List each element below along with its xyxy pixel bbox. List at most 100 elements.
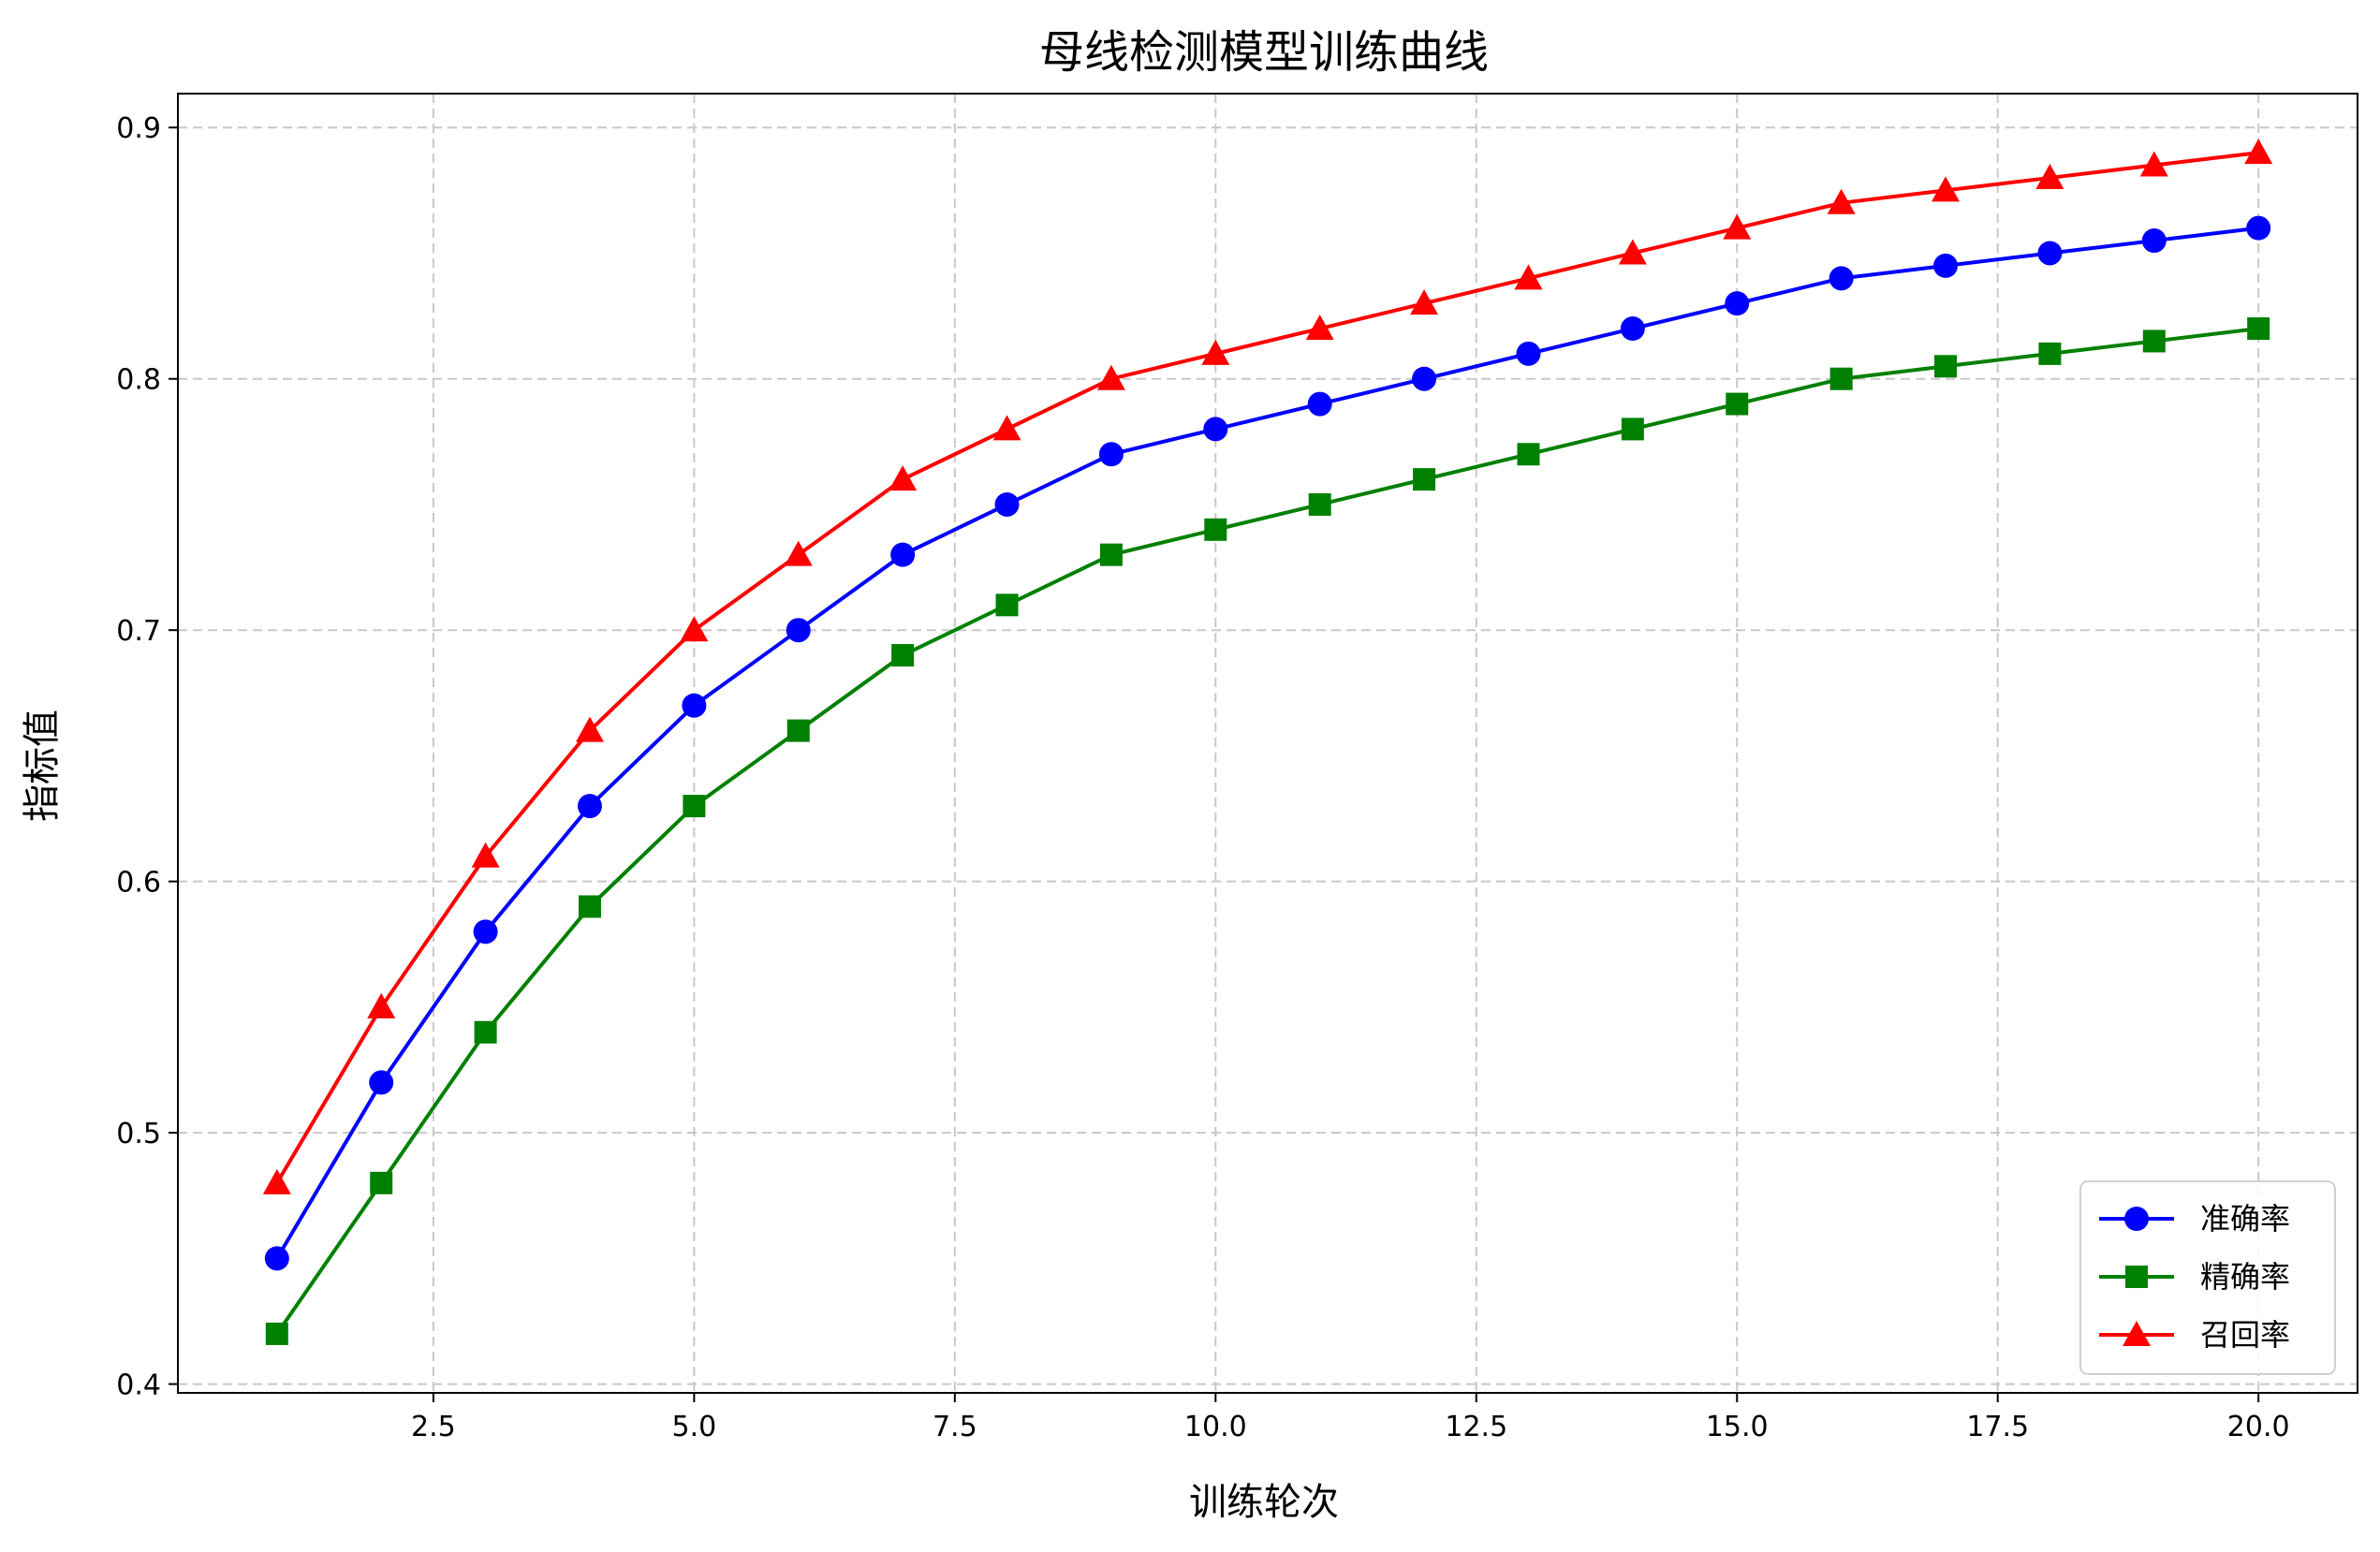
y-tick-label: 0.5 bbox=[116, 1118, 161, 1150]
x-tick-label: 5.0 bbox=[672, 1411, 717, 1443]
data-point bbox=[1204, 518, 1227, 541]
data-point bbox=[1829, 266, 1854, 291]
data-point bbox=[889, 465, 918, 491]
legend-box bbox=[2079, 1180, 2336, 1375]
x-tick-label: 20.0 bbox=[2227, 1411, 2290, 1443]
data-point bbox=[1305, 315, 1334, 341]
legend-label: 召回率 bbox=[2200, 1317, 2290, 1353]
data-point bbox=[369, 1070, 394, 1095]
x-tick-label: 12.5 bbox=[1445, 1411, 1507, 1443]
data-point bbox=[784, 540, 813, 566]
data-point bbox=[474, 1020, 497, 1044]
legend-marker bbox=[2125, 1266, 2148, 1288]
data-point bbox=[1517, 443, 1540, 466]
data-point bbox=[683, 795, 706, 818]
y-tick-label: 0.4 bbox=[116, 1369, 161, 1402]
legend-label: 准确率 bbox=[2200, 1201, 2290, 1237]
series bbox=[262, 139, 2273, 1194]
data-point bbox=[1934, 355, 1958, 378]
data-point bbox=[2247, 317, 2270, 341]
data-point bbox=[786, 719, 810, 742]
data-point bbox=[575, 716, 604, 742]
data-point bbox=[1308, 492, 1331, 516]
data-point bbox=[264, 1246, 289, 1271]
data-point bbox=[1827, 188, 1856, 214]
data-point bbox=[682, 693, 707, 718]
series-line bbox=[275, 226, 2259, 1260]
y-tick-label: 0.8 bbox=[116, 364, 161, 397]
data-point bbox=[1829, 367, 1853, 390]
chart-title: 母线检测模型训练曲线 bbox=[1039, 26, 1489, 79]
data-point bbox=[1203, 417, 1228, 442]
data-point bbox=[1201, 339, 1230, 365]
data-point bbox=[891, 644, 915, 667]
data-point bbox=[1723, 213, 1752, 240]
data-point bbox=[1618, 239, 1647, 265]
data-point bbox=[1413, 468, 1436, 491]
data-point bbox=[578, 895, 601, 918]
legend-item: 召回率 bbox=[2099, 1317, 2290, 1353]
legend-marker bbox=[2124, 1207, 2149, 1231]
data-point bbox=[992, 415, 1021, 441]
x-axis-label: 训练轮次 bbox=[1189, 1481, 1339, 1524]
data-point bbox=[994, 491, 1020, 517]
data-point bbox=[2246, 215, 2271, 241]
data-point bbox=[1514, 264, 1543, 290]
series-line bbox=[275, 151, 2259, 1184]
series-line bbox=[275, 327, 2259, 1336]
data-point bbox=[471, 842, 500, 868]
data-point bbox=[370, 1171, 393, 1194]
data-point bbox=[1096, 364, 1125, 390]
x-tick-label: 7.5 bbox=[933, 1411, 977, 1443]
data-point bbox=[2035, 163, 2064, 189]
data-point bbox=[2038, 342, 2062, 365]
y-tick-label: 0.9 bbox=[116, 112, 161, 145]
data-point bbox=[367, 992, 396, 1018]
legend-item: 准确率 bbox=[2099, 1201, 2290, 1237]
x-tick-label: 15.0 bbox=[1706, 1411, 1769, 1443]
legend-label: 精确率 bbox=[2200, 1259, 2290, 1295]
data-point bbox=[680, 616, 709, 642]
data-point bbox=[2141, 228, 2167, 254]
y-axis: 0.4 0.5 0.6 0.7 0.8 0.9 bbox=[116, 112, 178, 1402]
data-point bbox=[262, 1168, 291, 1194]
data-point bbox=[2139, 151, 2168, 177]
data-point bbox=[995, 593, 1019, 617]
data-point bbox=[890, 542, 916, 567]
data-point bbox=[577, 794, 602, 819]
data-point bbox=[1516, 341, 1541, 366]
data-point bbox=[1725, 291, 1750, 316]
data-point bbox=[1099, 543, 1123, 566]
legend-marker bbox=[2123, 1321, 2151, 1346]
plot-area bbox=[262, 139, 2273, 1345]
data-point bbox=[2244, 139, 2273, 165]
series bbox=[264, 215, 2271, 1271]
data-point bbox=[473, 919, 498, 944]
data-point bbox=[1726, 392, 1749, 416]
x-axis: 2.5 5.0 7.5 10.0 12.5 15.0 17.5 20.0 bbox=[411, 1393, 2290, 1443]
data-point bbox=[265, 1322, 288, 1345]
y-tick-label: 0.7 bbox=[116, 615, 161, 648]
data-point bbox=[1933, 253, 1959, 278]
data-point bbox=[1621, 417, 1644, 441]
data-point bbox=[1098, 442, 1124, 467]
x-tick-label: 10.0 bbox=[1184, 1411, 1247, 1443]
data-point bbox=[1932, 176, 1961, 202]
legend-item: 精确率 bbox=[2099, 1259, 2290, 1295]
y-axis-label: 指标值 bbox=[21, 710, 64, 822]
x-tick-label: 17.5 bbox=[1966, 1411, 2029, 1443]
series bbox=[265, 317, 2270, 1345]
data-point bbox=[1307, 391, 1332, 417]
plot-frame bbox=[177, 93, 2358, 1394]
x-tick-label: 2.5 bbox=[411, 1411, 456, 1443]
y-tick-label: 0.6 bbox=[116, 867, 161, 900]
grid bbox=[178, 94, 2358, 1393]
data-point bbox=[1620, 316, 1645, 342]
data-point bbox=[786, 618, 811, 643]
data-point bbox=[1412, 366, 1437, 391]
data-point bbox=[1410, 289, 1439, 315]
data-point bbox=[2142, 329, 2166, 353]
data-point bbox=[2037, 241, 2063, 266]
